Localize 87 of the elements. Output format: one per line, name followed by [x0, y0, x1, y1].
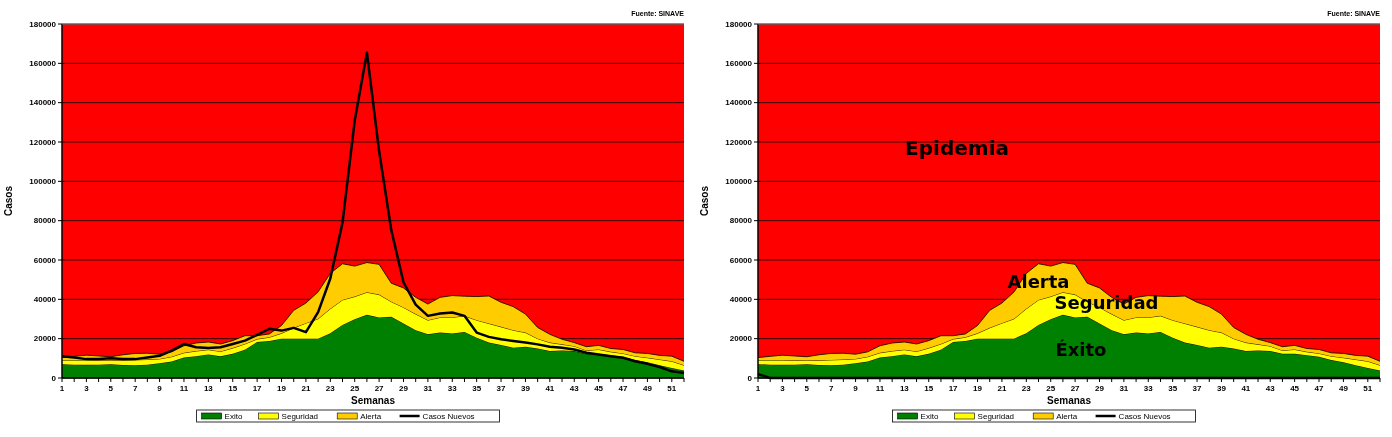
x-tick-label: 37 — [496, 384, 507, 393]
annotation: Seguridad — [1054, 291, 1159, 313]
y-tick-label: 180000 — [29, 19, 57, 29]
y-tick-label: 0 — [747, 373, 753, 383]
legend-label: Exito — [224, 412, 243, 421]
x-tick-label: 5 — [108, 384, 114, 393]
x-axis-title: Semanas — [1047, 395, 1092, 406]
x-tick-label: 33 — [447, 384, 458, 393]
x-tick-label: 17 — [948, 384, 959, 393]
x-tick-label: 19 — [277, 384, 287, 393]
y-tick-label: 140000 — [725, 98, 753, 108]
x-tick-label: 39 — [521, 384, 531, 393]
x-tick-label: 13 — [899, 384, 910, 393]
x-tick-label: 51 — [667, 384, 677, 393]
x-tick-label: 3 — [84, 384, 90, 393]
legend-label: Seguridad — [281, 412, 319, 421]
legend-label: Casos Nuevos — [1118, 412, 1171, 421]
x-tick-label: 29 — [399, 384, 409, 393]
x-tick-label: 45 — [1290, 384, 1300, 393]
y-axis-title: Casos — [699, 185, 710, 217]
x-tick-label: 31 — [1119, 384, 1129, 393]
x-tick-label: 49 — [1338, 384, 1349, 393]
x-tick-label: 33 — [1143, 384, 1154, 393]
y-tick-label: 120000 — [725, 137, 753, 147]
x-tick-label: 43 — [569, 384, 580, 393]
y-axis-title: Casos — [3, 185, 14, 217]
x-tick-label: 15 — [228, 384, 238, 393]
x-tick-label: 11 — [179, 384, 189, 393]
x-tick-label: 29 — [1095, 384, 1105, 393]
y-tick-label: 140000 — [29, 98, 57, 108]
y-tick-label: 40000 — [33, 295, 57, 305]
x-tick-label: 49 — [642, 384, 653, 393]
x-tick-label: 13 — [203, 384, 214, 393]
x-tick-label: 43 — [1265, 384, 1276, 393]
x-tick-label: 45 — [594, 384, 604, 393]
x-tick-label: 7 — [132, 384, 138, 393]
x-tick-label: 39 — [1217, 384, 1227, 393]
x-tick-label: 19 — [973, 384, 983, 393]
y-tick-label: 120000 — [29, 137, 57, 147]
x-tick-label: 1 — [755, 384, 761, 393]
x-tick-label: 15 — [924, 384, 934, 393]
y-tick-label: 0 — [51, 373, 57, 383]
x-tick-label: 23 — [1021, 384, 1032, 393]
x-tick-label: 51 — [1363, 384, 1373, 393]
x-tick-label: 47 — [618, 384, 629, 393]
x-tick-label: 25 — [1046, 384, 1056, 393]
x-tick-label: 27 — [374, 384, 385, 393]
x-tick-label: 41 — [1241, 384, 1251, 393]
x-tick-label: 17 — [252, 384, 263, 393]
x-tick-label: 7 — [828, 384, 834, 393]
y-tick-label: 20000 — [729, 334, 753, 344]
x-tick-label: 3 — [780, 384, 786, 393]
y-tick-label: 20000 — [33, 334, 57, 344]
y-tick-label: 160000 — [725, 59, 753, 69]
x-tick-label: 27 — [1070, 384, 1081, 393]
y-tick-label: 60000 — [729, 255, 753, 265]
y-tick-label: 100000 — [725, 177, 753, 187]
legend-label: Alerta — [360, 412, 382, 421]
x-tick-label: 1 — [59, 384, 65, 393]
legend-label: Casos Nuevos — [422, 412, 475, 421]
x-tick-label: 5 — [804, 384, 810, 393]
x-tick-label: 25 — [350, 384, 360, 393]
legend-label: Exito — [920, 412, 939, 421]
x-tick-label: 21 — [301, 384, 311, 393]
y-tick-label: 80000 — [33, 216, 57, 226]
y-tick-label: 160000 — [29, 59, 57, 69]
x-tick-label: 41 — [545, 384, 555, 393]
x-tick-label: 47 — [1314, 384, 1325, 393]
legend-label: Seguridad — [977, 412, 1015, 421]
x-tick-label: 35 — [472, 384, 482, 393]
x-tick-label: 9 — [157, 384, 163, 393]
x-axis-title: Semanas — [351, 395, 396, 406]
y-tick-label: 100000 — [29, 177, 57, 187]
legend-label: Alerta — [1056, 412, 1078, 421]
x-tick-label: 35 — [1168, 384, 1178, 393]
annotation: Éxito — [1055, 338, 1107, 360]
band-label: Epidemia — [905, 135, 1009, 160]
y-tick-label: 80000 — [729, 216, 753, 226]
y-tick-label: 180000 — [725, 19, 753, 29]
y-tick-label: 60000 — [33, 255, 57, 265]
y-tick-label: 40000 — [729, 295, 753, 305]
x-tick-label: 9 — [853, 384, 859, 393]
x-tick-label: 31 — [423, 384, 433, 393]
x-tick-label: 23 — [325, 384, 336, 393]
x-tick-label: 11 — [875, 384, 885, 393]
x-tick-label: 21 — [997, 384, 1007, 393]
x-tick-label: 37 — [1192, 384, 1203, 393]
